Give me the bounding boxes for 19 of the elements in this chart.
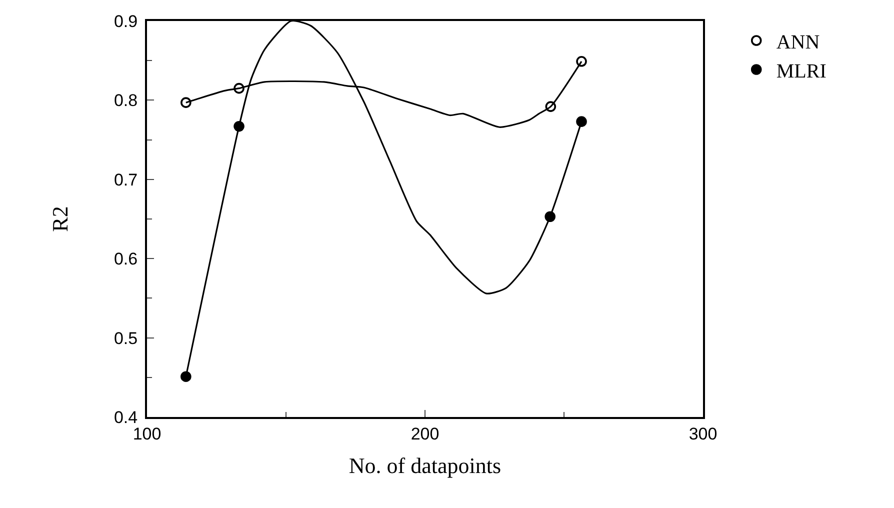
x-tick-label: 100 bbox=[132, 424, 162, 444]
x-tick-label: 300 bbox=[688, 424, 718, 444]
y-tick-label: 0.5 bbox=[114, 328, 138, 348]
y-tick-label: 0.6 bbox=[114, 250, 138, 269]
y-axis-title: R2 bbox=[47, 206, 72, 232]
point bbox=[180, 371, 192, 382]
point bbox=[234, 82, 244, 94]
point bbox=[180, 97, 192, 108]
legend-label: MLRI bbox=[776, 60, 826, 82]
y-tick-label: 0.9 bbox=[114, 12, 138, 31]
point bbox=[545, 101, 556, 112]
y-tick-label: 0.7 bbox=[114, 170, 138, 190]
point bbox=[576, 56, 587, 67]
y-tick-label: 0.4 bbox=[114, 408, 138, 427]
point bbox=[576, 116, 587, 127]
legend-label: ANN bbox=[776, 31, 820, 54]
x-axis-title: No. of datapoints bbox=[348, 452, 502, 478]
y-tick-label: 0.8 bbox=[114, 91, 138, 110]
x-tick-label: 200 bbox=[410, 424, 440, 444]
